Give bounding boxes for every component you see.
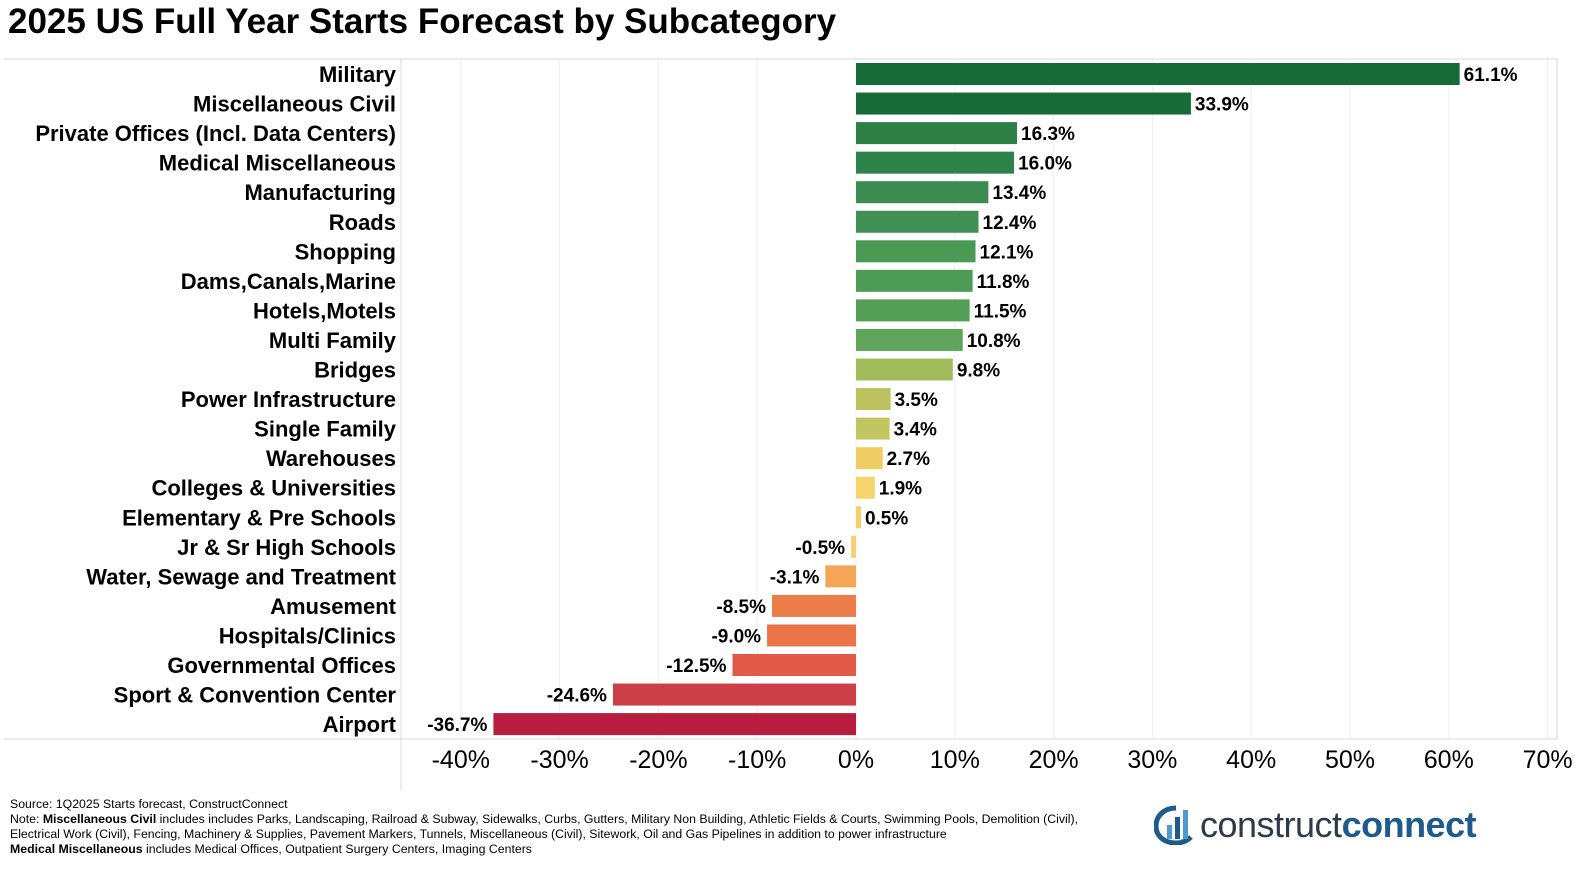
category-label: Private Offices (Incl. Data Centers) <box>35 121 396 146</box>
category-label: Bridges <box>314 358 396 383</box>
value-label: -0.5% <box>795 538 845 559</box>
value-label: 3.5% <box>895 390 938 411</box>
value-label: -3.1% <box>770 567 820 588</box>
value-label: 0.5% <box>865 508 908 529</box>
value-label: 2.7% <box>887 449 930 470</box>
value-label: 1.9% <box>879 479 922 500</box>
source-note: Source: 1Q2025 Starts forecast, Construc… <box>10 797 288 811</box>
value-label: 61.1% <box>1464 65 1518 86</box>
bar <box>856 122 1018 145</box>
bar <box>856 328 963 351</box>
value-label: 12.4% <box>983 213 1037 234</box>
value-label: -36.7% <box>427 715 487 736</box>
footnotes: Source: 1Q2025 Starts forecast, Construc… <box>10 797 1078 857</box>
category-label: Multi Family <box>269 328 397 353</box>
chart-title: 2025 US Full Year Starts Forecast by Sub… <box>8 2 837 41</box>
x-tick-label: -40% <box>432 746 490 774</box>
category-label: Miscellaneous Civil <box>193 92 396 117</box>
bar <box>772 594 856 617</box>
category-label: Military <box>319 62 397 87</box>
value-label: 16.3% <box>1021 124 1075 145</box>
category-label: Roads <box>329 210 396 235</box>
x-tick-label: 0% <box>838 746 874 774</box>
value-labels: 61.1% 33.9% 16.3% 16.0% 13.4% 12.4% 12.1% 11.8%… <box>427 65 1517 736</box>
value-label: -12.5% <box>666 656 726 677</box>
x-tick-label: 30% <box>1127 746 1177 774</box>
bar <box>856 506 861 529</box>
x-tick-label: -30% <box>530 746 588 774</box>
category-label: Medical Miscellaneous <box>159 151 396 176</box>
value-label: 11.5% <box>974 301 1027 322</box>
value-label: 11.8% <box>977 272 1030 293</box>
category-label: Water, Sewage and Treatment <box>86 564 396 589</box>
bar <box>856 476 875 499</box>
category-label: Manufacturing <box>244 180 396 205</box>
category-label: Governmental Offices <box>167 653 396 678</box>
value-label: 3.4% <box>894 420 937 441</box>
category-label: Elementary & Pre Schools <box>122 505 396 530</box>
bar <box>856 417 890 440</box>
value-label: -8.5% <box>716 597 766 618</box>
grid-lines <box>460 59 1549 739</box>
value-label: 12.1% <box>980 242 1034 263</box>
x-tick-labels: -40% -30% -20% -10% 0% 10% 20% 30% 40% 50% 60% 70% <box>432 746 1573 774</box>
x-tick-label: -20% <box>629 746 687 774</box>
category-labels: Military Miscellaneous Civil Private Offic… <box>35 62 396 737</box>
bar <box>856 63 1460 85</box>
bar <box>612 683 856 706</box>
bar <box>856 92 1191 115</box>
x-tick-label: 40% <box>1226 746 1276 774</box>
bar <box>856 388 891 411</box>
note-line-3: Medical Miscellaneous includes Medical O… <box>10 842 532 856</box>
value-label: 16.0% <box>1018 154 1072 175</box>
logo-wordmark: constructconnect <box>1200 804 1477 845</box>
category-label: Hospitals/Clinics <box>219 623 396 648</box>
value-label: -24.6% <box>547 686 607 707</box>
value-label: 13.4% <box>992 183 1046 204</box>
bar <box>493 713 856 736</box>
category-label: Jr & Sr High Schools <box>177 535 396 560</box>
bar-chart: Military Miscellaneous Civil Private Offic… <box>4 58 1573 790</box>
x-tick-label: 20% <box>1029 746 1079 774</box>
x-tick-label: 50% <box>1325 746 1375 774</box>
category-label: Sport & Convention Center <box>114 683 397 708</box>
bar <box>732 654 856 676</box>
category-label: Dams,Canals,Marine <box>181 269 396 294</box>
category-label: Shopping <box>295 239 396 264</box>
category-label: Hotels,Motels <box>253 298 396 323</box>
category-label: Amusement <box>270 594 397 619</box>
constructconnect-logo: constructconnect <box>1154 800 1477 850</box>
category-label: Power Infrastructure <box>181 387 396 412</box>
note-line-1: Note: Miscellaneous Civil includes inclu… <box>10 812 1078 826</box>
x-tick-label: 70% <box>1523 746 1573 774</box>
bar <box>856 299 970 322</box>
category-label: Colleges & Universities <box>151 476 396 501</box>
value-label: 9.8% <box>957 361 1000 382</box>
x-tick-label: 10% <box>930 746 980 774</box>
bars <box>493 63 1460 736</box>
value-label: -9.0% <box>711 626 761 647</box>
logo-icon <box>1154 805 1193 845</box>
note-line-2: Electrical Work (Civil), Fencing, Machin… <box>10 827 947 841</box>
x-tick-label: 60% <box>1424 746 1474 774</box>
value-label: 10.8% <box>967 331 1021 352</box>
bar <box>856 447 883 470</box>
x-tick-label: -10% <box>728 746 786 774</box>
bar <box>856 358 953 381</box>
bar <box>767 624 856 647</box>
bar <box>856 269 973 292</box>
category-label: Warehouses <box>266 446 396 471</box>
value-label: 33.9% <box>1195 95 1249 116</box>
category-label: Airport <box>323 712 397 737</box>
bar <box>825 565 856 588</box>
category-label: Single Family <box>254 417 397 442</box>
bar <box>856 210 979 233</box>
bar <box>856 151 1015 174</box>
bar <box>856 181 989 204</box>
bar <box>851 535 856 558</box>
bar <box>856 240 976 263</box>
